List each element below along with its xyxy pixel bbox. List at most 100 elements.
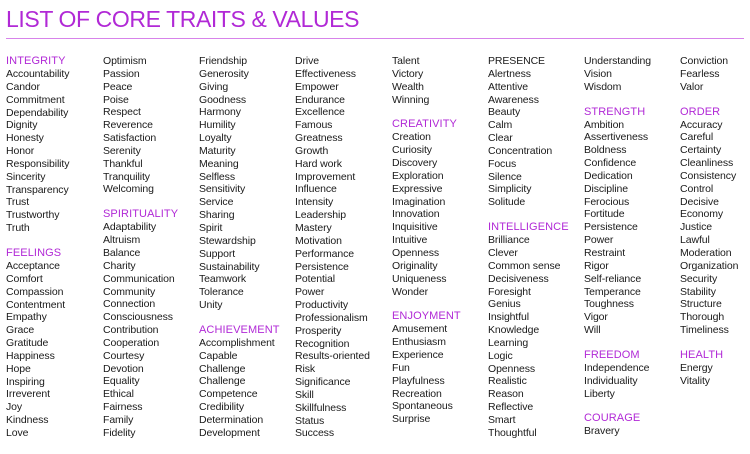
value-item: Timeliness (680, 324, 729, 337)
value-item: Determination (199, 413, 264, 426)
value-item: Power (295, 286, 325, 299)
value-item: Service (199, 196, 234, 209)
value-item: Creation (392, 131, 431, 144)
value-item: Thoughtful (488, 426, 537, 439)
value-item: Optimism (103, 55, 147, 67)
value-item: Fortitude (584, 208, 625, 221)
column-6: PRESENCE Alertness Attentive Awareness Beaut… (488, 55, 584, 440)
category-heading: HEALTH (680, 348, 724, 361)
value-item: Poise (103, 93, 129, 106)
value-item: Persistence (584, 221, 638, 234)
value-item: Victory (392, 67, 424, 80)
value-item: Skillfulness (295, 401, 347, 414)
value-item: Talent (392, 55, 420, 67)
value-item: Restraint (584, 246, 626, 259)
value-item: Organization (680, 259, 739, 272)
value-item: Recreation (392, 387, 442, 400)
value-item: Dedication (584, 169, 633, 182)
value-item: Fearless (680, 67, 720, 80)
value-item: Competence (199, 388, 258, 401)
value-item: Kindness (6, 414, 49, 427)
category-heading: INTEGRITY (6, 55, 66, 67)
value-item: Ethical (103, 388, 134, 401)
value-item: Cleanliness (680, 157, 734, 170)
value-item: Hard work (295, 157, 342, 170)
value-item: Fun (392, 361, 410, 374)
value-item: Candor (6, 80, 40, 93)
column-3: Friendship Generosity Giving Goodness Harmon… (199, 55, 295, 440)
value-list: Accuracy Careful Certainty Cleanliness Consi… (680, 119, 750, 337)
value-item: Energy (680, 361, 713, 374)
value-item: Boldness (584, 144, 627, 157)
value-item: Drive (295, 55, 320, 67)
value-item: Tranquility (103, 170, 150, 183)
value-item: Originality (392, 259, 438, 272)
value-list: Accountability Candor Commitment Dependabil… (6, 68, 102, 235)
value-item: Selfless (199, 170, 235, 183)
value-item: Independence (584, 361, 650, 374)
value-item: Truth (6, 222, 30, 235)
value-item: Common sense (488, 259, 561, 272)
value-item: Meaning (199, 157, 239, 170)
value-item: Sensitivity (199, 183, 246, 196)
value-item: Capable (199, 349, 238, 362)
value-item: Effectiveness (295, 67, 356, 80)
value-item: Surprise (392, 413, 431, 426)
value-item: Challenge (199, 362, 246, 375)
value-item: Valor (680, 80, 704, 93)
value-item: Dependability (6, 106, 69, 119)
value-item: Mastery (295, 221, 332, 234)
value-item: Fairness (103, 401, 143, 414)
value-item: Lawful (680, 234, 710, 247)
value-item: Joy (6, 401, 23, 414)
value-list: Energy Vitality (680, 362, 750, 388)
value-item: Success (295, 427, 334, 440)
value-item: Balance (103, 246, 141, 259)
value-item: Playfulness (392, 374, 445, 387)
value-item: Conviction (680, 55, 729, 67)
value-item: Brilliance (488, 234, 530, 247)
value-item: Famous (295, 119, 333, 132)
column-5: Talent Victory Wealth Winning CREATIVITY Crea… (392, 55, 488, 426)
value-item: Commitment (6, 93, 65, 106)
value-item: Accountability (6, 68, 70, 80)
category-heading: COURAGE (584, 412, 641, 425)
value-item: Foresight (488, 285, 531, 298)
value-item: Sharing (199, 209, 235, 222)
value-item: Inspiring (6, 375, 45, 388)
value-list: Accomplishment Capable Challenge Challenge C… (199, 337, 295, 440)
value-item: Irreverent (6, 388, 50, 401)
value-item: Inquisitive (392, 221, 438, 234)
category-heading: ORDER (680, 105, 721, 118)
value-item: Solitude (488, 196, 526, 209)
value-list: Adaptability Altruism Balance Charity Commun… (103, 221, 199, 439)
value-item: Community (103, 285, 156, 298)
value-item: Exploration (392, 169, 444, 182)
value-item: Clear (488, 132, 513, 145)
value-item: Compassion (6, 285, 64, 298)
value-item: Self-reliance (584, 272, 642, 285)
value-item: Wealth (392, 80, 424, 93)
value-item: Contribution (103, 324, 159, 337)
value-list: Ambition Assertiveness Boldness Confidence D… (584, 119, 680, 337)
value-item: Smart (488, 413, 516, 426)
value-item: Hope (6, 362, 31, 375)
value-item: Gratitude (6, 337, 49, 350)
value-item: Assertiveness (584, 131, 649, 144)
value-list: Talent Victory Wealth Winning (392, 55, 488, 106)
value-item: Sustainability (199, 260, 260, 273)
value-item: Altruism (103, 234, 141, 247)
value-item: Wisdom (584, 80, 622, 93)
value-item: Consistency (680, 169, 737, 182)
value-item: Empower (295, 80, 339, 93)
category-heading: SPIRITUALITY (103, 208, 179, 221)
value-list: Friendship Generosity Giving Goodness Harmon… (199, 55, 295, 312)
value-item: Giving (199, 80, 229, 93)
value-item: Comfort (6, 272, 43, 285)
value-item: Thorough (680, 311, 725, 324)
value-item: Decisiveness (488, 272, 549, 285)
value-item: Toughness (584, 298, 634, 311)
value-list: Optimism Passion Peace Poise Respect Reverenc… (103, 55, 199, 196)
value-item: Welcoming (103, 183, 154, 196)
value-item: Endurance (295, 93, 345, 106)
